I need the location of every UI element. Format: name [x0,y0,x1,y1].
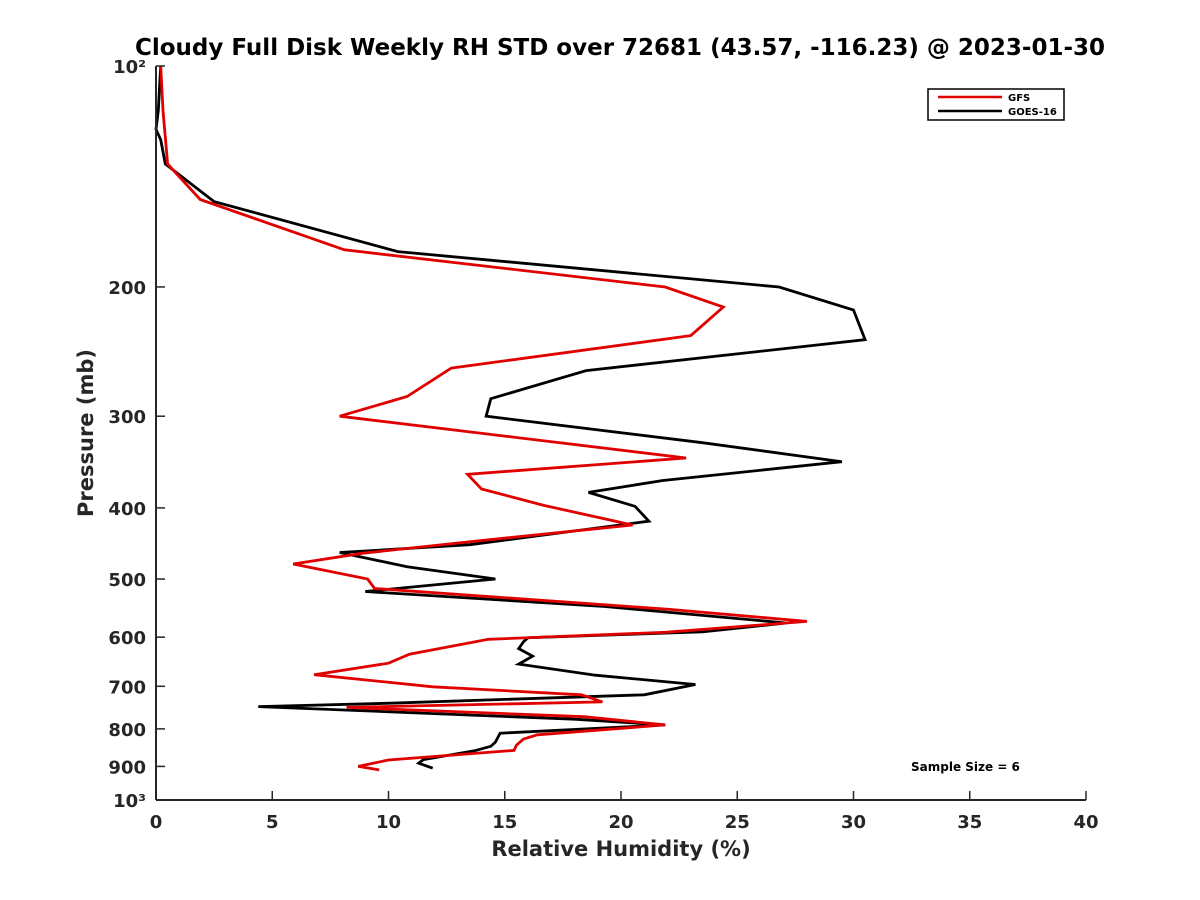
y-tick-label: 300 [108,407,146,428]
series-line-gfs [159,65,808,772]
y-tick-label: 500 [108,570,146,591]
y-tick-label: 600 [108,628,146,649]
x-tick-label: 25 [725,812,750,833]
x-tick-label: 10 [376,812,401,833]
x-tick-label: 15 [492,812,517,833]
x-tick-label: 5 [266,812,279,833]
legend: GFS GOES-16 [927,88,1065,121]
y-tick-label: 400 [108,499,146,520]
y-ticks: 10² 200 300 400 500 600 700 800 900 10³ [108,57,165,812]
x-tick-label: 35 [957,812,982,833]
chart-title: Cloudy Full Disk Weekly RH STD over 7268… [135,35,1105,61]
legend-box [927,88,1065,121]
legend-label-gfs: GFS [1008,93,1030,104]
y-tick-label: 200 [108,278,146,299]
y-axis-label: Pressure (mb) [74,349,98,517]
x-tick-label: 0 [150,812,163,833]
series-lines [154,65,868,772]
x-tick-label: 20 [608,812,633,833]
legend-label-goes16: GOES-16 [1008,107,1057,118]
sample-size-annotation: Sample Size = 6 [911,760,1020,774]
y-tick-label: 10² [113,57,146,78]
x-tick-label: 30 [841,812,866,833]
x-ticks: 0 5 10 15 20 25 30 35 40 [150,791,1099,833]
y-tick-label: 900 [108,757,146,778]
y-tick-label: 700 [108,677,146,698]
y-tick-label: 10³ [113,791,146,812]
series-line-goes-16 [154,65,868,770]
y-tick-label: 800 [108,720,146,741]
x-tick-label: 40 [1073,812,1098,833]
x-axis-label: Relative Humidity (%) [491,837,750,861]
